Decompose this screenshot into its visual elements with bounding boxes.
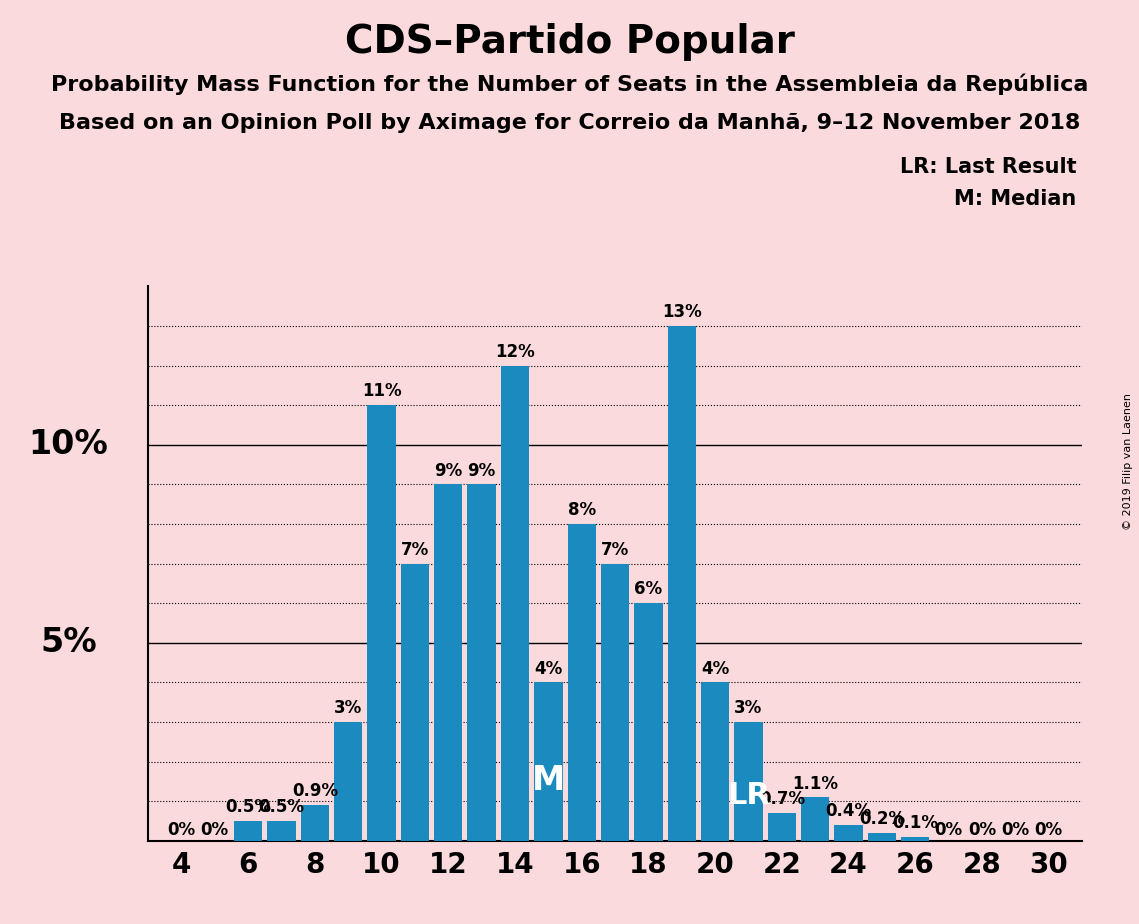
- Bar: [434, 484, 462, 841]
- Text: 13%: 13%: [662, 303, 702, 322]
- Bar: [334, 722, 362, 841]
- Text: 0.4%: 0.4%: [826, 802, 871, 821]
- Text: 3%: 3%: [334, 699, 362, 717]
- Text: 0%: 0%: [935, 821, 962, 839]
- Bar: [700, 683, 729, 841]
- Text: 0.9%: 0.9%: [292, 783, 338, 800]
- Text: 10%: 10%: [28, 429, 108, 461]
- Text: 11%: 11%: [362, 383, 401, 400]
- Bar: [601, 564, 629, 841]
- Bar: [534, 683, 563, 841]
- Text: 0%: 0%: [200, 821, 229, 839]
- Text: 0.5%: 0.5%: [259, 798, 304, 816]
- Bar: [768, 813, 796, 841]
- Text: © 2019 Filip van Laenen: © 2019 Filip van Laenen: [1123, 394, 1133, 530]
- Text: 0.7%: 0.7%: [759, 790, 805, 808]
- Text: 7%: 7%: [601, 541, 629, 559]
- Bar: [634, 603, 663, 841]
- Text: 12%: 12%: [495, 343, 535, 361]
- Text: M: Median: M: Median: [954, 189, 1076, 210]
- Text: CDS–Partido Popular: CDS–Partido Popular: [345, 23, 794, 61]
- Bar: [467, 484, 495, 841]
- Text: Based on an Opinion Poll by Aximage for Correio da Manhã, 9–12 November 2018: Based on an Opinion Poll by Aximage for …: [59, 113, 1080, 133]
- Bar: [233, 821, 262, 841]
- Bar: [268, 821, 296, 841]
- Text: 1.1%: 1.1%: [793, 774, 838, 793]
- Text: 4%: 4%: [700, 660, 729, 677]
- Text: Probability Mass Function for the Number of Seats in the Assembleia da República: Probability Mass Function for the Number…: [51, 74, 1088, 95]
- Text: 0%: 0%: [968, 821, 995, 839]
- Text: 5%: 5%: [40, 626, 97, 660]
- Bar: [401, 564, 429, 841]
- Text: 7%: 7%: [401, 541, 429, 559]
- Bar: [567, 524, 596, 841]
- Bar: [301, 805, 329, 841]
- Text: 0.2%: 0.2%: [859, 810, 906, 828]
- Bar: [835, 825, 862, 841]
- Bar: [501, 366, 530, 841]
- Bar: [735, 722, 763, 841]
- Text: 8%: 8%: [567, 502, 596, 519]
- Bar: [801, 797, 829, 841]
- Text: 9%: 9%: [467, 462, 495, 480]
- Bar: [901, 837, 929, 841]
- Text: 3%: 3%: [735, 699, 763, 717]
- Text: 0.5%: 0.5%: [226, 798, 271, 816]
- Bar: [368, 406, 395, 841]
- Text: LR: LR: [727, 781, 770, 810]
- Text: 4%: 4%: [534, 660, 563, 677]
- Text: 0%: 0%: [167, 821, 196, 839]
- Text: LR: Last Result: LR: Last Result: [900, 157, 1076, 177]
- Text: 9%: 9%: [434, 462, 462, 480]
- Text: 6%: 6%: [634, 580, 663, 599]
- Bar: [868, 833, 896, 841]
- Text: 0%: 0%: [1001, 821, 1030, 839]
- Text: M: M: [532, 764, 565, 797]
- Text: 0.1%: 0.1%: [892, 814, 939, 833]
- Text: 0%: 0%: [1034, 821, 1063, 839]
- Bar: [667, 326, 696, 841]
